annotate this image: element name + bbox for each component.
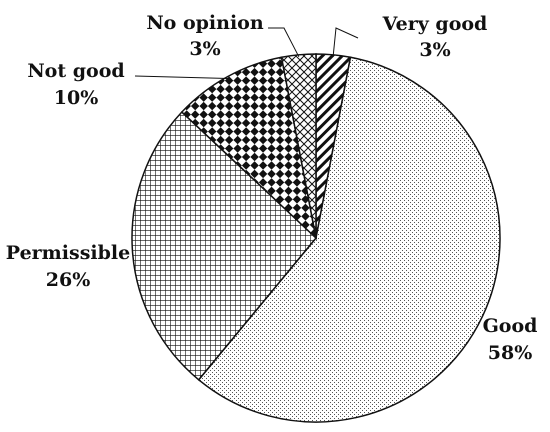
slice-label-permissible: Permissible bbox=[6, 242, 130, 264]
leader-line-very-good bbox=[332, 27, 359, 57]
leader-line-no-opinion bbox=[268, 27, 300, 58]
slice-labels: Very good 3% Good 58% Permissible 26% Not good… bbox=[6, 12, 538, 364]
slice-value-no-opinion: 3% bbox=[189, 38, 220, 60]
pie-slice-good bbox=[197, 56, 501, 423]
slice-value-good: 58% bbox=[488, 342, 533, 364]
slice-value-permissible: 26% bbox=[46, 269, 91, 291]
slice-label-no-opinion: No opinion bbox=[146, 12, 264, 34]
pie-slice-not-good bbox=[180, 56, 318, 241]
slice-label-very-good: Very good bbox=[382, 13, 488, 35]
slice-label-good: Good bbox=[483, 315, 538, 337]
leader-lines bbox=[134, 27, 359, 79]
pie-slice-permissible bbox=[131, 110, 318, 381]
slice-value-very-good: 3% bbox=[419, 39, 450, 61]
leader-line-not-good bbox=[134, 75, 229, 79]
pie-slice-no-opinion bbox=[280, 53, 317, 239]
pie-slices bbox=[131, 53, 501, 423]
slice-label-not-good: Not good bbox=[27, 60, 124, 82]
slice-value-not-good: 10% bbox=[54, 87, 99, 109]
